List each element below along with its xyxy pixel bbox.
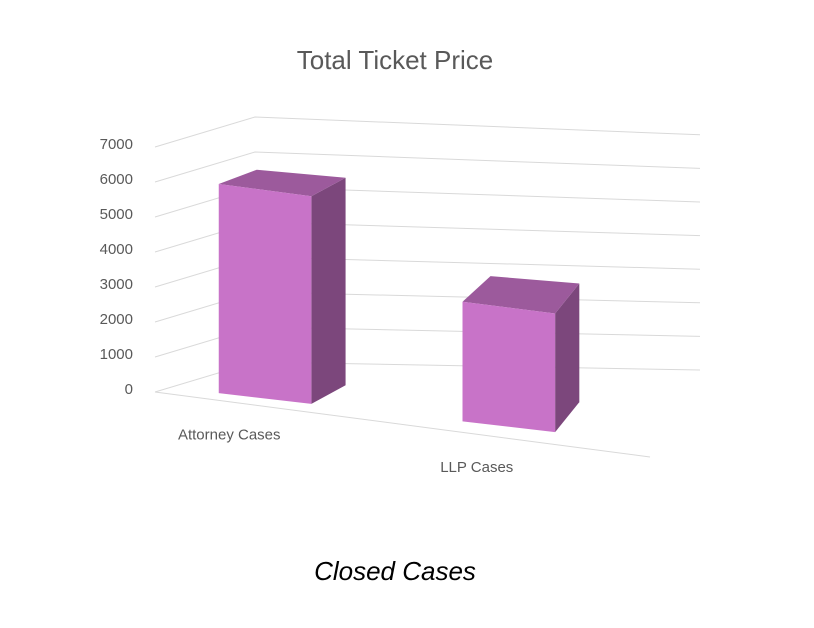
x-tick-label: LLP Cases <box>440 459 513 476</box>
grid-line <box>154 151 701 183</box>
y-tick-label: 3000 <box>100 276 133 293</box>
y-tick-label: 7000 <box>100 136 133 153</box>
y-tick-label: 2000 <box>100 311 133 328</box>
y-tick-label: 0 <box>125 381 133 398</box>
chart-title: Total Ticket Price <box>297 45 494 75</box>
x-tick-label: Attorney Cases <box>178 427 281 444</box>
y-tick-label: 1000 <box>100 346 133 363</box>
bar-top <box>218 169 346 197</box>
bar-front <box>218 183 312 404</box>
bar-front <box>462 301 556 433</box>
bar-side <box>311 177 346 404</box>
bar-top <box>462 276 580 314</box>
bar-side <box>555 283 580 433</box>
floor-edge <box>154 391 651 458</box>
y-tick-label: 6000 <box>100 171 133 188</box>
grid-line <box>154 116 701 148</box>
y-tick-label: 4000 <box>100 241 133 258</box>
y-tick-label: 5000 <box>100 206 133 223</box>
caption: Closed Cases <box>314 556 476 586</box>
